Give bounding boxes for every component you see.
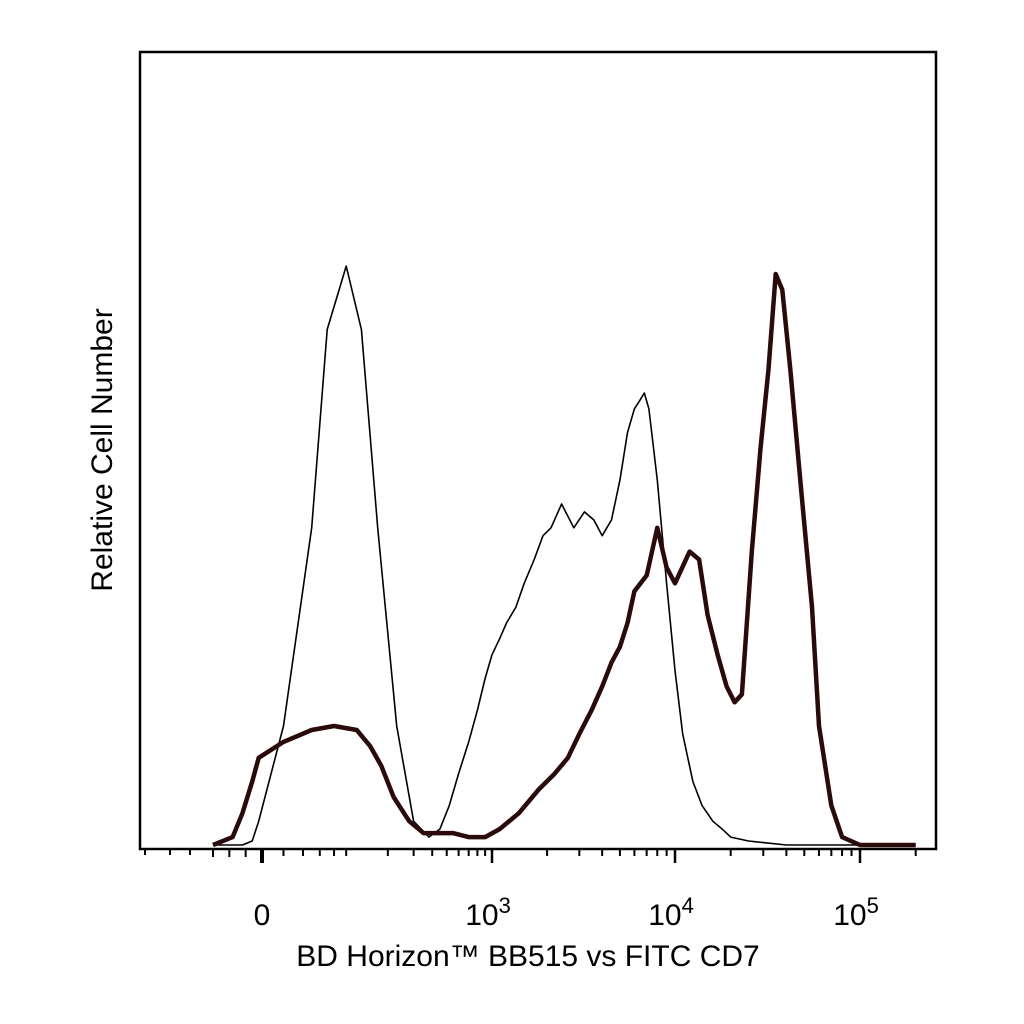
histogram-thick-series: [212, 271, 916, 848]
x-tick-label: 0: [254, 899, 271, 932]
x-axis-ticks: [144, 849, 917, 863]
x-axis-tick-labels: 0 103 104 105: [254, 893, 879, 932]
series-layer: [212, 265, 916, 848]
histogram-thin-series: [213, 265, 916, 846]
y-axis-label: Relative Cell Number: [86, 308, 119, 591]
x-tick-label: 103: [465, 893, 511, 932]
x-tick-label: 104: [648, 893, 694, 932]
x-axis-label: BD Horizon™ BB515 vs FITC CD7: [296, 940, 759, 973]
x-tick-label: 105: [833, 893, 879, 932]
plot-frame: [138, 50, 938, 851]
